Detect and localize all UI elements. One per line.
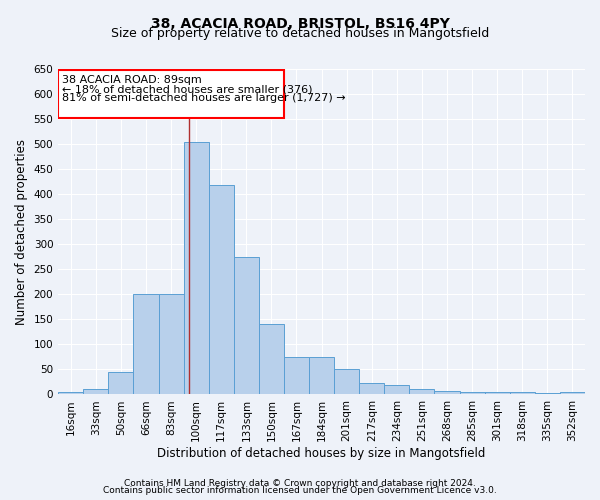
Text: 81% of semi-detached houses are larger (1,727) →: 81% of semi-detached houses are larger (… (62, 93, 346, 103)
Bar (434, 391, 460, 394)
Text: ← 18% of detached houses are smaller (376): ← 18% of detached houses are smaller (37… (62, 84, 313, 94)
Text: 38, ACACIA ROAD, BRISTOL, BS16 4PY: 38, ACACIA ROAD, BRISTOL, BS16 4PY (151, 18, 449, 32)
Bar (158, 294, 184, 394)
Bar (359, 383, 385, 394)
Bar (510, 392, 535, 394)
Bar (133, 294, 158, 394)
Bar (334, 370, 359, 394)
Bar (234, 257, 259, 394)
Text: Size of property relative to detached houses in Mangotsfield: Size of property relative to detached ho… (111, 28, 489, 40)
Bar (109, 372, 133, 394)
Bar (309, 357, 334, 395)
Bar (560, 392, 585, 394)
Bar (485, 392, 510, 394)
Bar (409, 390, 434, 394)
Bar (284, 357, 309, 395)
Text: 38 ACACIA ROAD: 89sqm: 38 ACACIA ROAD: 89sqm (62, 75, 202, 85)
Bar (209, 185, 234, 394)
Text: Contains public sector information licensed under the Open Government Licence v3: Contains public sector information licen… (103, 486, 497, 495)
Bar (58, 70, 284, 117)
Bar (184, 142, 209, 394)
Text: Contains HM Land Registry data © Crown copyright and database right 2024.: Contains HM Land Registry data © Crown c… (124, 478, 476, 488)
Y-axis label: Number of detached properties: Number of detached properties (15, 138, 28, 324)
Bar (385, 386, 409, 394)
Bar (460, 392, 485, 394)
Bar (83, 390, 109, 394)
Bar (259, 324, 284, 394)
X-axis label: Distribution of detached houses by size in Mangotsfield: Distribution of detached houses by size … (157, 447, 486, 460)
Bar (58, 392, 83, 394)
